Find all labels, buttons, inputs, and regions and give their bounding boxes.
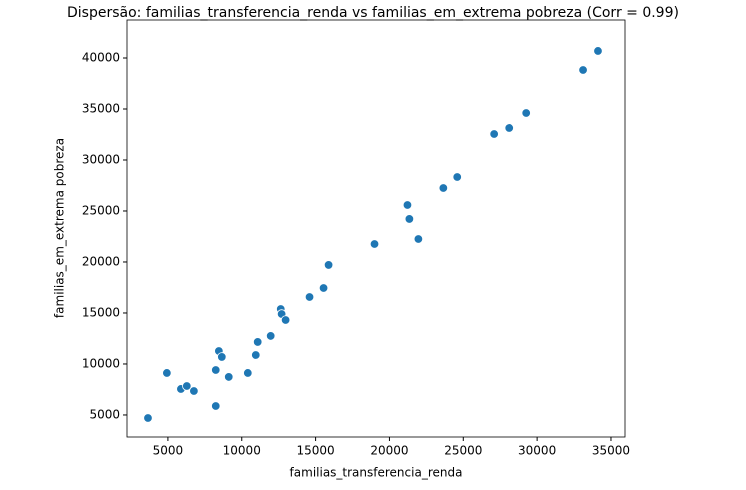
x-tick-label: 5000 — [153, 444, 184, 458]
point — [211, 401, 221, 411]
x-tick-label: 35000 — [592, 444, 630, 458]
point — [162, 368, 172, 378]
point — [280, 315, 291, 325]
point — [217, 352, 227, 362]
x-tick-label: 25000 — [444, 444, 482, 458]
point — [402, 200, 413, 210]
point — [504, 123, 514, 133]
point — [189, 386, 199, 396]
point — [323, 260, 334, 270]
chart-title: Dispersão: familias_transferencia_renda … — [67, 5, 679, 21]
x-tick-label: 20000 — [370, 444, 408, 458]
y-tick-label: 40000 — [82, 50, 120, 64]
y-tick-label: 35000 — [82, 101, 120, 115]
point — [243, 368, 253, 378]
point — [593, 46, 603, 56]
point — [578, 65, 588, 75]
y-tick-label: 20000 — [82, 254, 120, 268]
y-tick-label: 25000 — [82, 203, 120, 217]
y-tick-label: 30000 — [82, 152, 120, 166]
y-tick-label: 15000 — [82, 305, 120, 319]
y-tick-label: 5000 — [89, 407, 120, 421]
point — [369, 239, 380, 249]
x-tick-label: 10000 — [223, 444, 261, 458]
point — [251, 350, 261, 360]
point — [489, 129, 499, 139]
point — [438, 183, 449, 193]
point — [224, 372, 234, 382]
point — [318, 283, 329, 293]
point — [253, 337, 263, 347]
point — [143, 413, 153, 423]
x-tick-label: 30000 — [518, 444, 556, 458]
y-axis-label: familias_em_extrema pobreza — [53, 138, 67, 318]
plot-frame — [126, 19, 626, 438]
point — [413, 234, 424, 244]
point — [404, 214, 415, 224]
point — [452, 172, 462, 182]
point — [304, 292, 315, 302]
point — [521, 108, 531, 118]
x-tick-label: 15000 — [297, 444, 335, 458]
x-axis-label: familias_transferencia_renda — [290, 466, 463, 480]
point — [182, 381, 192, 391]
y-tick-label: 10000 — [82, 356, 120, 370]
point — [265, 331, 276, 341]
point — [211, 365, 221, 375]
